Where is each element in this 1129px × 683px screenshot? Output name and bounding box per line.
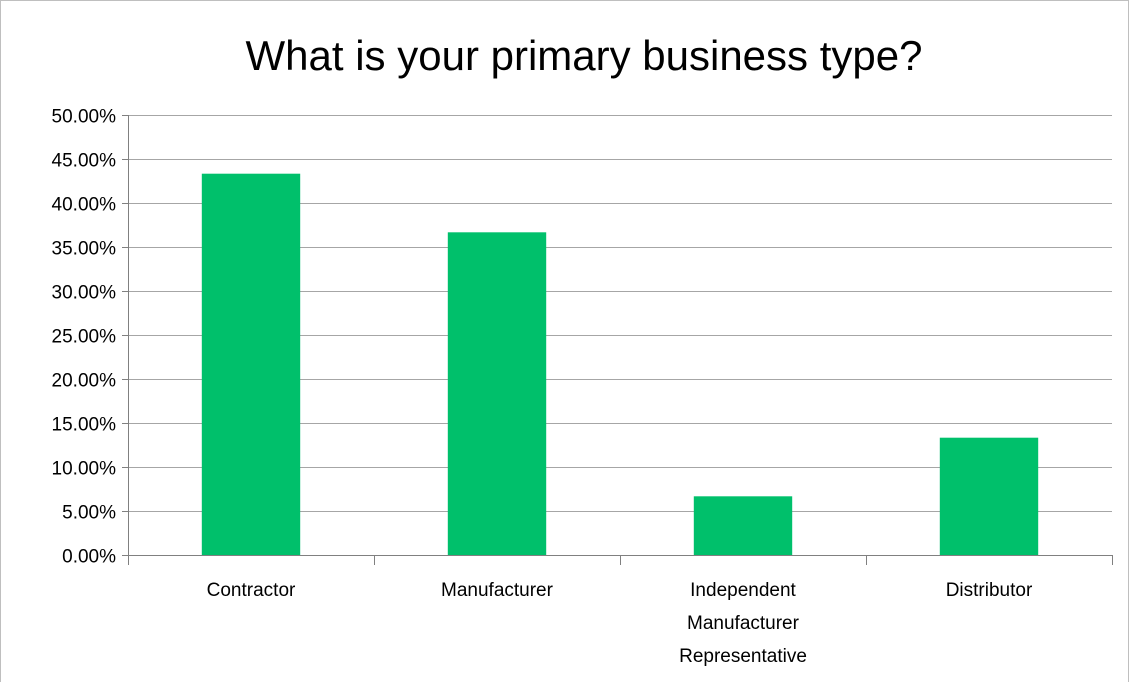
bar [693, 496, 793, 555]
y-tick-label: 10.00% [52, 459, 117, 480]
x-category-label: Contractor [207, 580, 296, 601]
chart-title: What is your primary business type? [245, 32, 923, 79]
bar [939, 437, 1039, 555]
bar [201, 173, 301, 556]
x-category-label: Manufacturer [441, 580, 554, 601]
y-tick-label: 5.00% [62, 503, 116, 524]
y-tick-label: 35.00% [52, 239, 117, 260]
x-category-labels: Contractor Manufacturer Independent Manufac… [207, 580, 1033, 667]
y-tick-label: 20.00% [52, 371, 117, 392]
bar [447, 232, 547, 555]
y-tick-label: 15.00% [52, 415, 117, 436]
y-tick-labels: 0.00% 5.00% 10.00% 15.00% 20.00% 25.00% 30.00%… [52, 107, 117, 568]
x-category-label: Distributor [946, 580, 1033, 601]
axes [122, 115, 1113, 565]
y-tick-label: 0.00% [62, 547, 116, 568]
x-category-label: Independent Manufacturer Representative [679, 580, 807, 667]
y-tick-label: 50.00% [52, 107, 117, 128]
y-tick-label: 40.00% [52, 195, 117, 216]
y-tick-label: 45.00% [52, 151, 117, 172]
bars [201, 173, 1039, 556]
y-tick-label: 30.00% [52, 283, 117, 304]
y-tick-label: 25.00% [52, 327, 117, 348]
